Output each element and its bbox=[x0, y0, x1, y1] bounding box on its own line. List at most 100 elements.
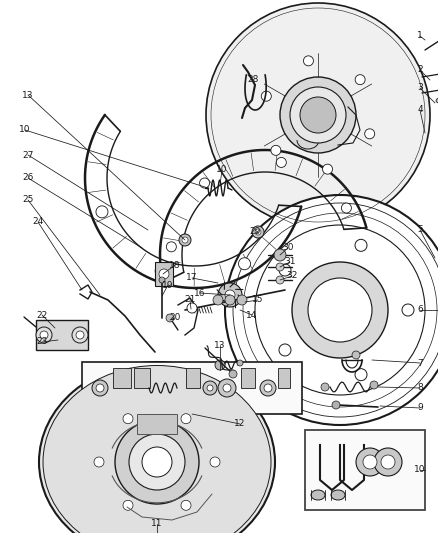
Bar bbox=[134, 368, 150, 388]
Circle shape bbox=[237, 295, 247, 305]
Circle shape bbox=[72, 327, 88, 343]
Circle shape bbox=[92, 380, 108, 396]
Bar bbox=[36, 320, 88, 350]
Circle shape bbox=[129, 434, 185, 490]
Circle shape bbox=[255, 229, 261, 235]
Circle shape bbox=[261, 91, 271, 101]
Circle shape bbox=[260, 380, 276, 396]
Text: 31: 31 bbox=[284, 257, 296, 266]
Circle shape bbox=[223, 384, 231, 392]
Circle shape bbox=[159, 277, 165, 283]
Circle shape bbox=[304, 56, 314, 66]
Text: 16: 16 bbox=[194, 288, 206, 297]
Circle shape bbox=[332, 401, 340, 409]
Circle shape bbox=[355, 75, 365, 85]
Text: 17: 17 bbox=[186, 273, 198, 282]
Text: 18: 18 bbox=[169, 261, 181, 270]
Circle shape bbox=[181, 414, 191, 424]
Text: 20: 20 bbox=[170, 313, 181, 322]
Text: 21: 21 bbox=[184, 295, 196, 304]
Circle shape bbox=[166, 314, 174, 322]
Circle shape bbox=[341, 203, 351, 213]
Text: 19: 19 bbox=[162, 280, 174, 289]
Circle shape bbox=[123, 500, 133, 510]
Circle shape bbox=[203, 381, 217, 395]
Text: 23: 23 bbox=[36, 337, 48, 346]
Circle shape bbox=[225, 290, 235, 300]
Circle shape bbox=[271, 146, 281, 155]
Ellipse shape bbox=[43, 366, 271, 533]
Circle shape bbox=[210, 457, 220, 467]
Text: 25: 25 bbox=[22, 196, 34, 205]
Text: 7: 7 bbox=[417, 359, 423, 367]
Circle shape bbox=[179, 234, 191, 246]
Circle shape bbox=[322, 164, 332, 174]
Text: 11: 11 bbox=[151, 520, 163, 529]
Circle shape bbox=[308, 278, 372, 342]
Circle shape bbox=[206, 3, 430, 227]
Text: 10: 10 bbox=[216, 166, 228, 174]
Circle shape bbox=[363, 455, 377, 469]
Bar bbox=[305, 430, 425, 510]
Circle shape bbox=[96, 384, 104, 392]
Circle shape bbox=[365, 129, 374, 139]
Ellipse shape bbox=[331, 490, 345, 500]
Circle shape bbox=[225, 295, 235, 305]
Circle shape bbox=[276, 276, 284, 284]
Circle shape bbox=[213, 295, 223, 305]
Circle shape bbox=[40, 331, 48, 339]
Bar bbox=[278, 368, 290, 388]
Text: 14: 14 bbox=[246, 311, 258, 319]
Circle shape bbox=[237, 360, 243, 366]
Circle shape bbox=[96, 206, 108, 218]
Text: 32: 32 bbox=[286, 271, 298, 280]
Text: 5: 5 bbox=[417, 225, 423, 235]
Bar bbox=[186, 368, 200, 388]
Bar bbox=[155, 262, 173, 286]
Circle shape bbox=[356, 448, 384, 476]
Bar bbox=[241, 368, 255, 388]
Circle shape bbox=[374, 448, 402, 476]
Circle shape bbox=[370, 381, 378, 389]
Circle shape bbox=[290, 87, 346, 143]
Circle shape bbox=[280, 77, 356, 153]
Circle shape bbox=[181, 500, 191, 510]
Text: 29: 29 bbox=[249, 228, 261, 237]
Circle shape bbox=[279, 264, 291, 276]
Circle shape bbox=[182, 237, 188, 243]
Text: 26: 26 bbox=[22, 174, 34, 182]
Circle shape bbox=[352, 351, 360, 359]
Circle shape bbox=[218, 283, 242, 307]
Circle shape bbox=[355, 369, 367, 381]
Text: 10: 10 bbox=[414, 465, 426, 474]
Text: 2: 2 bbox=[417, 66, 423, 75]
Ellipse shape bbox=[311, 490, 325, 500]
Circle shape bbox=[402, 304, 414, 316]
Text: 8: 8 bbox=[417, 384, 423, 392]
Bar bbox=[137, 414, 177, 434]
Circle shape bbox=[252, 226, 264, 238]
Circle shape bbox=[207, 385, 213, 391]
Circle shape bbox=[355, 239, 367, 252]
Circle shape bbox=[279, 344, 291, 356]
Circle shape bbox=[76, 331, 84, 339]
Text: 1: 1 bbox=[417, 31, 423, 41]
Ellipse shape bbox=[436, 97, 438, 103]
Text: 12: 12 bbox=[234, 419, 246, 429]
Circle shape bbox=[159, 269, 169, 279]
Text: 30: 30 bbox=[282, 244, 294, 253]
Circle shape bbox=[166, 242, 177, 252]
Circle shape bbox=[292, 262, 388, 358]
Text: 27: 27 bbox=[22, 150, 34, 159]
Text: 9: 9 bbox=[417, 403, 423, 413]
Circle shape bbox=[229, 370, 237, 378]
Ellipse shape bbox=[39, 362, 275, 533]
Text: 10: 10 bbox=[19, 125, 31, 134]
Circle shape bbox=[381, 455, 395, 469]
Circle shape bbox=[264, 384, 272, 392]
Text: 3: 3 bbox=[417, 84, 423, 93]
Circle shape bbox=[200, 178, 209, 188]
Circle shape bbox=[115, 420, 199, 504]
Circle shape bbox=[276, 263, 284, 271]
Text: 13: 13 bbox=[214, 341, 226, 350]
